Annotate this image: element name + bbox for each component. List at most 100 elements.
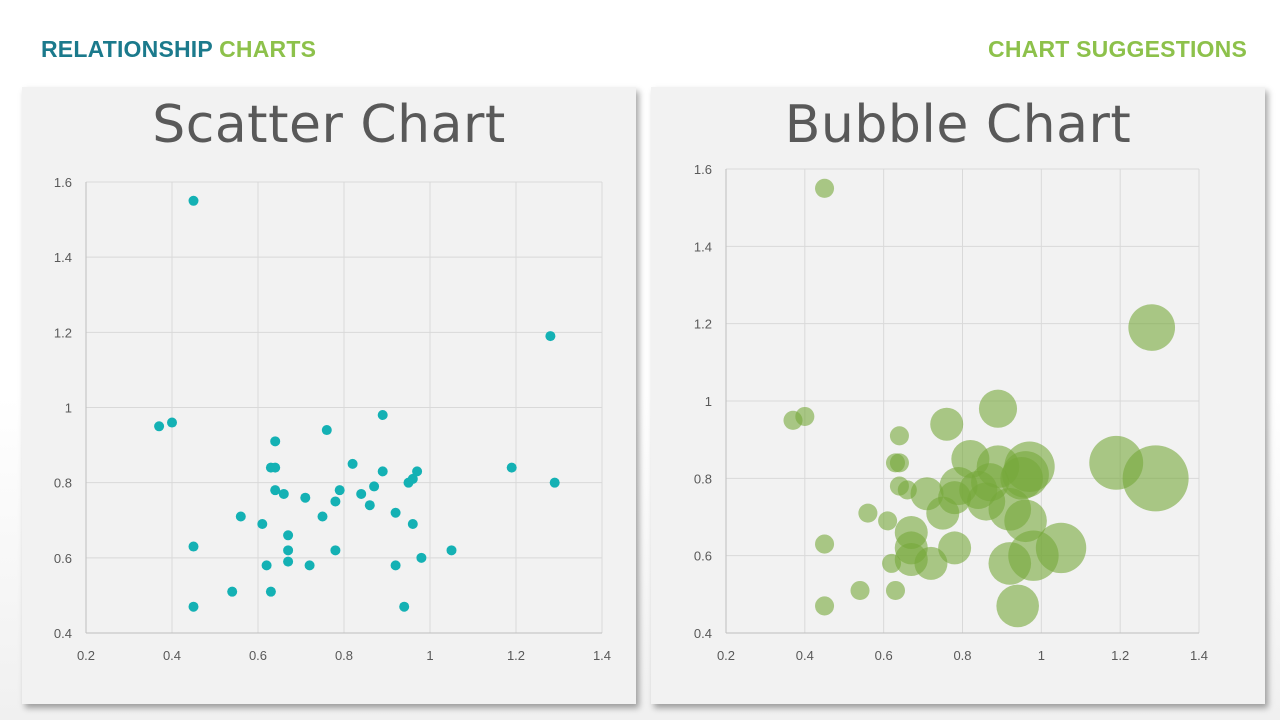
- bubble-chart-plot: 0.2 0.4 0.6 0.8 1 1.2 1.4 0.4 0.6 0.8 1 1.2 1.4 1.6: [694, 162, 1208, 663]
- scatter-point: [377, 410, 388, 421]
- scatter-point: [446, 545, 457, 556]
- y-tick-label: 1.6: [694, 162, 712, 177]
- y-tick-label: 1.4: [694, 239, 712, 254]
- scatter-chart-panel: Scatter Chart 0.2 0.4 0.6 0.8 1 1.2 1.4 0.4 0.6 0…: [22, 87, 636, 704]
- scatter-point: [270, 462, 281, 473]
- scatter-point: [364, 500, 375, 511]
- scatter-point: [399, 601, 410, 612]
- x-tick-label: 1.2: [1111, 648, 1129, 663]
- bubble-point: [795, 406, 815, 426]
- x-tick-label: 1.4: [593, 648, 611, 663]
- bubble-point: [850, 580, 870, 600]
- scatter-point: [300, 492, 311, 503]
- bubble-point: [996, 584, 1039, 628]
- section-title: RELATIONSHIP CHARTS: [41, 36, 316, 63]
- x-tick-label: 1.2: [507, 648, 525, 663]
- scatter-point: [549, 477, 560, 488]
- scatter-point: [369, 481, 380, 492]
- y-tick-label: 1.2: [694, 317, 712, 332]
- section-title-part2: CHARTS: [219, 36, 317, 62]
- scatter-point: [317, 511, 328, 522]
- scatter-point: [283, 545, 294, 556]
- x-tick-label: 0.4: [163, 648, 181, 663]
- x-tick-label: 1.4: [1190, 648, 1208, 663]
- bubble-point: [882, 553, 902, 573]
- scatter-point: [412, 466, 423, 477]
- bubble-point: [878, 511, 898, 531]
- x-tick-label: 0.4: [796, 648, 814, 663]
- scatter-point: [265, 586, 276, 597]
- scatter-point: [347, 458, 358, 469]
- y-tick-label: 1: [705, 394, 712, 409]
- bubble-point: [815, 534, 835, 554]
- scatter-point: [321, 425, 332, 436]
- scatter-point: [188, 195, 199, 206]
- x-tick-label: 1: [1038, 648, 1045, 663]
- scatter-point: [304, 560, 315, 571]
- bubble-point: [889, 426, 909, 446]
- bubble-point: [889, 453, 909, 473]
- scatter-point: [416, 552, 427, 563]
- y-tick-label: 0.4: [54, 626, 72, 641]
- x-tick-label: 0.8: [953, 648, 971, 663]
- bubble-point: [815, 596, 835, 616]
- y-tick-label: 0.8: [694, 471, 712, 486]
- scatter-chart-plot: 0.2 0.4 0.6 0.8 1 1.2 1.4 0.4 0.6 0.8 1 1.2 1.4 1.6: [54, 175, 611, 663]
- bubble-point: [885, 580, 906, 600]
- bubble-point: [930, 407, 964, 441]
- scatter-point: [167, 417, 177, 428]
- scatter-point: [188, 601, 199, 612]
- bubble-point: [897, 480, 917, 500]
- bubble-point: [815, 178, 835, 198]
- scatter-point: [545, 331, 556, 342]
- bubble-point: [1089, 435, 1144, 490]
- x-tick-label: 1: [426, 648, 433, 663]
- x-tick-label: 0.2: [77, 648, 95, 663]
- bubble-point: [988, 542, 1032, 585]
- scatter-point: [390, 507, 401, 518]
- scatter-point: [227, 586, 238, 597]
- scatter-point: [407, 519, 418, 530]
- scatter-point: [270, 436, 281, 447]
- y-tick-label: 1.2: [54, 325, 72, 340]
- scatter-point: [407, 473, 418, 484]
- scatter-point: [377, 466, 388, 477]
- x-tick-label: 0.6: [249, 648, 267, 663]
- y-tick-label: 0.6: [54, 551, 72, 566]
- scatter-point: [257, 519, 268, 530]
- scatter-point: [334, 485, 345, 496]
- bubble-chart-title: Bubble Chart: [784, 95, 1132, 155]
- scatter-point: [278, 488, 289, 499]
- chart-suggestions-label: CHART SUGGESTIONS: [988, 36, 1247, 62]
- bubble-point: [971, 463, 1010, 502]
- scatter-point: [235, 511, 246, 522]
- y-tick-label: 1: [65, 401, 72, 416]
- scatter-point: [283, 556, 294, 567]
- scatter-point: [356, 488, 367, 499]
- y-tick-label: 1.4: [54, 250, 72, 265]
- bubble-point: [978, 389, 1018, 428]
- bubble-point: [1035, 522, 1087, 574]
- bubble-point: [858, 503, 878, 523]
- section-title-part1: RELATIONSHIP: [41, 36, 213, 62]
- scatter-point: [261, 560, 272, 571]
- bubble-point: [938, 481, 972, 515]
- y-tick-label: 0.4: [694, 626, 712, 641]
- scatter-point: [283, 530, 294, 541]
- y-tick-label: 0.8: [54, 476, 72, 491]
- x-tick-label: 0.8: [335, 648, 353, 663]
- bubble-point: [1128, 304, 1176, 351]
- x-tick-label: 0.6: [875, 648, 893, 663]
- scatter-point: [270, 485, 281, 496]
- scatter-chart-title: Scatter Chart: [152, 95, 506, 155]
- bubble-point: [914, 546, 948, 580]
- bubble-point: [1000, 457, 1043, 500]
- scatter-point: [154, 421, 165, 432]
- scatter-point: [188, 541, 199, 552]
- y-tick-label: 0.6: [694, 549, 712, 564]
- scatter-point: [506, 462, 517, 473]
- scatter-point: [330, 545, 341, 556]
- scatter-point: [390, 560, 401, 571]
- x-tick-label: 0.2: [717, 648, 735, 663]
- y-tick-label: 1.6: [54, 175, 72, 190]
